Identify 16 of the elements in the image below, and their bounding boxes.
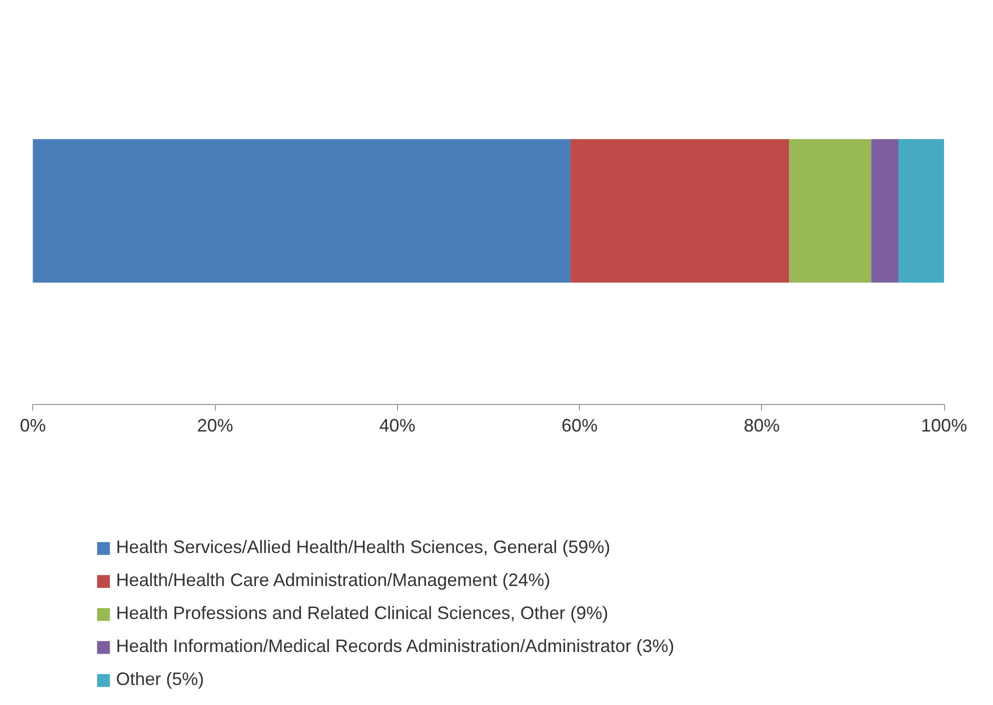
bar	[570, 139, 790, 283]
x-tick-label: 0%	[20, 416, 46, 436]
x-tick-label: 40%	[379, 416, 416, 436]
x-tick-label: 60%	[562, 416, 598, 436]
bar	[32, 139, 570, 283]
legend-label: Health Information/Medical Records Administration/Administrator (3%)	[116, 636, 674, 657]
bar	[871, 139, 898, 283]
x-tick-label: 20%	[197, 416, 234, 436]
x-tick-label: 80%	[744, 416, 780, 436]
x-tick-label: 100%	[921, 416, 968, 436]
bar	[898, 139, 944, 283]
legend-label: Health Services/Allied Health/Health Sciences, General (59%)	[116, 537, 610, 558]
legend-label: Health Professions and Related Clinical Sciences, Other (9%)	[116, 603, 608, 624]
bar	[789, 139, 872, 283]
legend-label: Other (5%)	[116, 669, 204, 690]
legend-label: Health/Health Care Administration/Management (24%)	[116, 570, 550, 591]
